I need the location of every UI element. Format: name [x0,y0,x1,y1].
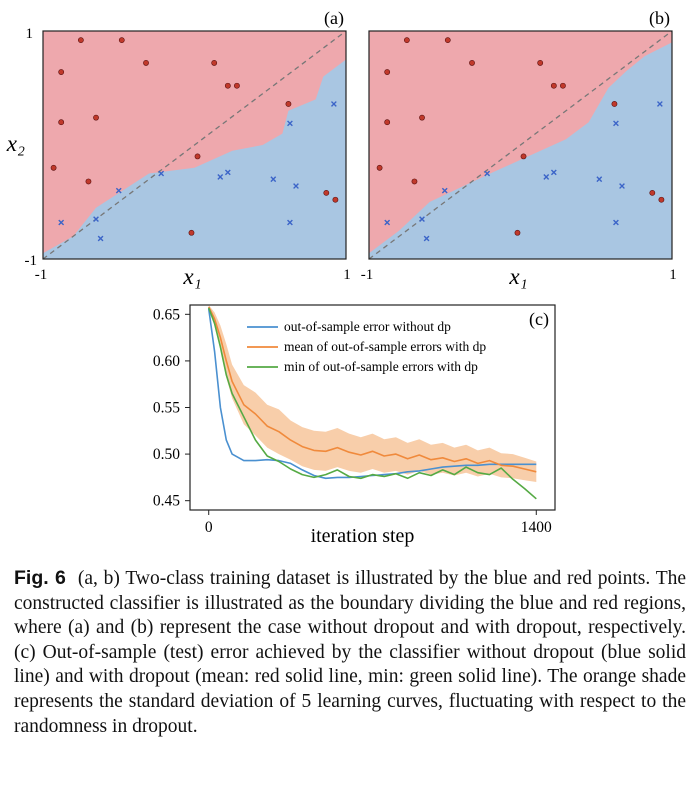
panel-b-blue-point-7 [619,183,625,189]
caption-figure-number: Fig. 6 [14,567,66,589]
panel-b-label: (b) [649,8,670,29]
panel-a-blue-point-10 [58,219,65,226]
panel-b-red-point-11 [520,153,527,160]
y-tick-label-4: 0.65 [153,306,180,323]
panel-b-points [376,37,665,242]
panel-b-red-point-2 [384,69,391,75]
panel-b-blue-point-5 [550,169,557,176]
line-min-with-dp [207,307,537,500]
panel-a-label: (a) [324,8,344,29]
legend-entry-2: min of out-of-sample errors with dp [284,359,478,374]
legend-entry-1: mean of out-of-sample errors with dp [284,339,486,354]
panel-a-red-point-6 [234,82,240,89]
panel-b-frame [368,30,673,260]
panel-b-red-point-0 [403,37,410,44]
panel-a-red-point-14 [332,196,339,203]
panel-a-ytick-min: -1 [25,253,38,269]
panel-a-red-region [43,31,346,254]
legend-entry-0: out-of-sample error without dp [284,319,451,334]
y-tick-label-2: 0.55 [153,400,180,417]
panel-b-xtick-max: 1 [669,267,677,283]
panel-c-label: (c) [529,309,549,330]
panel-b-red-point-4 [537,60,544,66]
panel-a-xtick-min: -1 [35,267,48,283]
panel-b-red-point-13 [649,189,656,196]
panel-b-red-region [369,31,672,254]
panel-a-blue-point-8 [93,216,99,222]
panel-b-blue-point-8 [419,216,425,222]
panel-a-blue-point-7 [293,183,299,189]
caption-text: (a, b) Two-class training dataset is ill… [14,568,687,737]
panel-b-red-point-14 [658,196,665,203]
panel-a-blue-point-3 [115,187,122,194]
panel-b-decision-regions: (b) -1 1 x₁ [361,8,677,289]
panel-a-red-point-7 [93,114,99,121]
x-axis-label: iteration step [311,525,415,547]
panel-a-ytick-max: 1 [26,26,34,42]
panel-b-red-point-9 [376,164,383,171]
panel-b-blue-point-0 [656,101,663,107]
line-mean-with-dp [207,306,537,473]
legend: out-of-sample error without dp mean of ou… [247,319,486,374]
panel-a-red-point-11 [194,153,201,160]
panel-b-blue-point-11 [613,219,619,226]
panel-b-red-point-8 [384,119,391,126]
panel-c-learning-curves: 0.45 0.50 0.55 0.60 0.65 0 1400 out-of-sample … [153,304,556,547]
panel-a-blue-point-2 [158,170,165,177]
panel-b-blue-point-2 [484,170,491,177]
x-tick-label-0: 0 [205,519,213,536]
panel-a-xtick-max: 1 [343,267,351,283]
line-without-dp [207,308,537,480]
y-tick-label-3: 0.60 [153,353,180,370]
y-tick-label-0: 0.45 [153,493,180,510]
panel-a-xlabel: x₁ [182,264,201,289]
panel-a-red-point-8 [58,119,65,126]
panel-b-red-point-10 [411,178,418,185]
panel-a-red-point-10 [85,178,92,185]
panel-a-red-point-13 [323,189,330,196]
panel-b-blue-point-1 [613,120,619,127]
panel-b-red-point-12 [611,101,618,107]
panel-a-ylabel: x₂ [6,131,25,156]
panel-a-red-point-0 [77,37,84,44]
panel-b-red-point-1 [444,37,451,44]
panel-a-red-point-9 [50,164,57,171]
panel-b-blue-point-10 [384,219,391,226]
panel-a-red-point-15 [188,229,195,236]
panel-a-points [50,37,339,242]
panel-a-red-point-5 [224,82,231,89]
panel-a-blue-point-1 [287,120,293,127]
panel-a-blue-point-4 [217,174,224,180]
panel-b-blue-point-6 [596,176,603,183]
panel-b-red-point-15 [514,229,521,236]
panel-a-red-point-1 [118,37,125,44]
panel-b-blue-point-4 [543,174,550,180]
panel-b-red-point-6 [560,82,566,89]
panel-a-red-point-2 [58,69,65,75]
panel-b-red-point-5 [550,82,557,89]
panel-b-xtick-min: -1 [361,267,374,283]
panel-a-blue-point-11 [287,219,293,226]
panel-a-decision-regions: (a) -1 1 1 -1 x₁ x₂ [6,8,351,289]
panel-a-red-point-4 [211,60,218,66]
x-tick-label-1: 1400 [521,519,552,536]
panel-b-blue-point-3 [441,187,448,194]
panel-a-red-point-3 [143,60,149,66]
figure-caption: Fig. 6 (a, b) Two-class training dataset … [14,566,686,739]
panel-a-red-point-12 [285,101,292,107]
figure-6: (a) -1 1 1 -1 x₁ x₂ (b) -1 1 x₁ 0.45 0.50… [6,8,677,547]
y-tick-label-1: 0.50 [153,446,180,463]
panel-b-blue-point-9 [423,235,430,242]
std-deviation-band [208,305,537,482]
panel-b-xlabel: x₁ [508,264,527,289]
panel-b-red-point-3 [469,60,475,66]
panel-a-blue-point-5 [224,169,231,176]
panel-a-frame [42,30,347,260]
panel-a-blue-point-9 [97,235,104,242]
panel-b-red-point-7 [419,114,425,121]
panel-a-blue-point-6 [270,176,277,183]
panel-a-blue-point-0 [330,101,337,107]
